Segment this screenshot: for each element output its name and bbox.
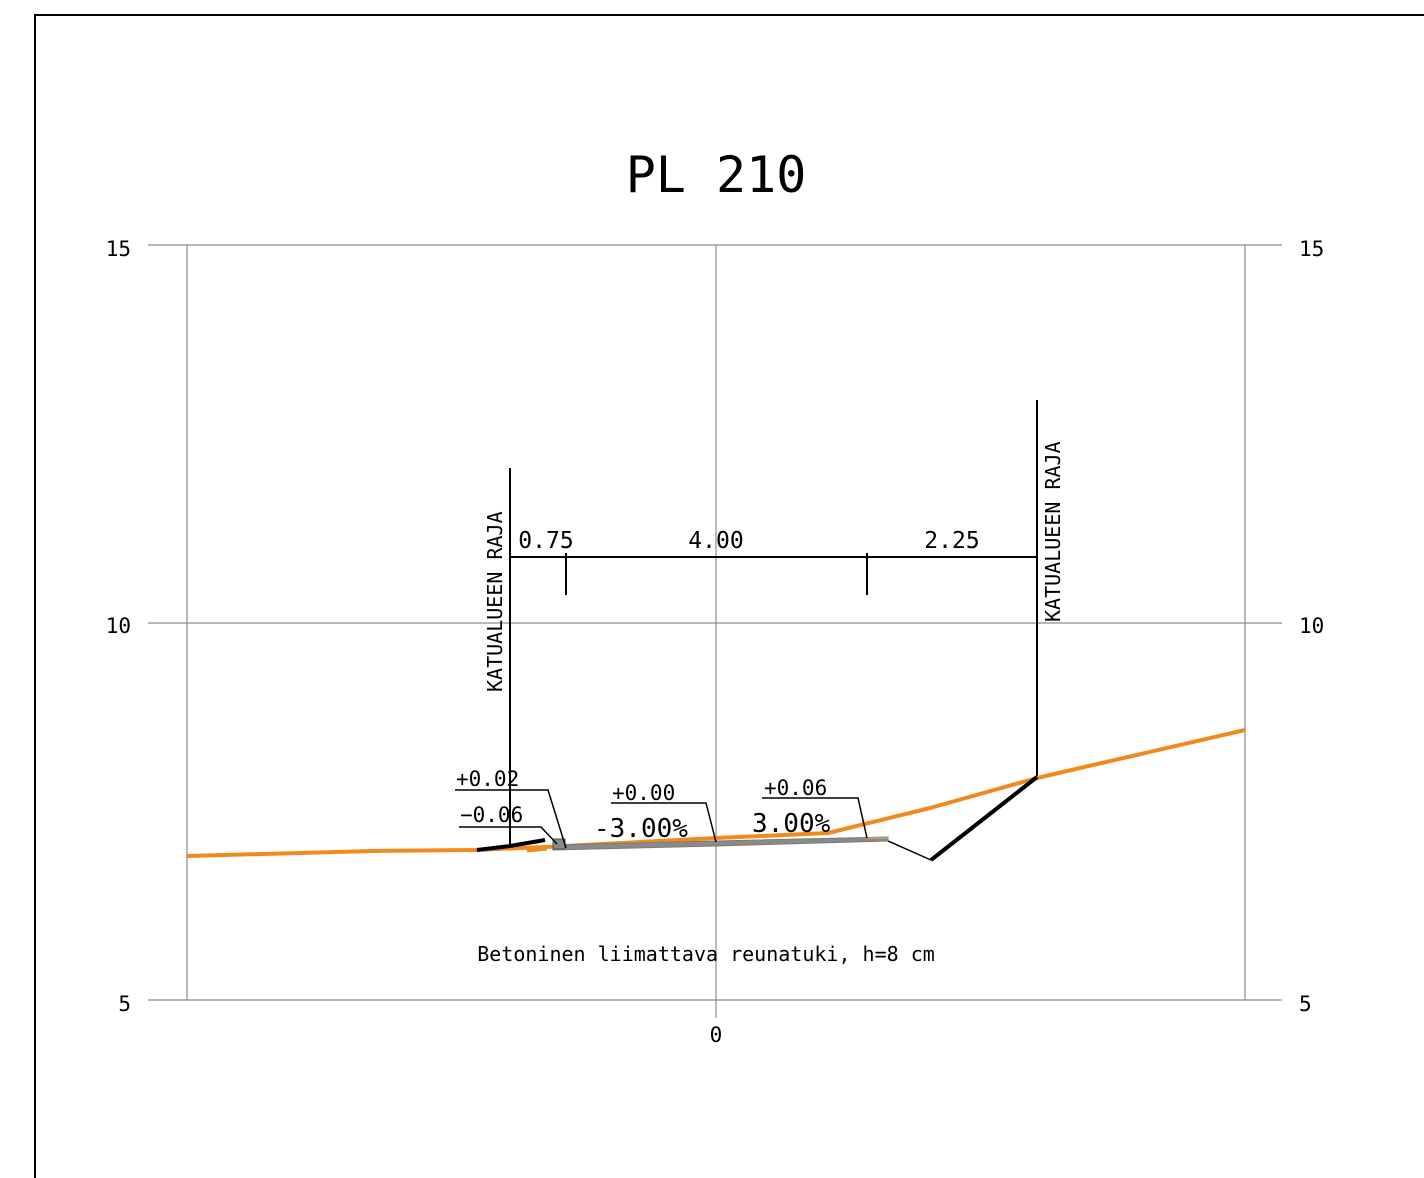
ditch-slope [929,775,1039,862]
annotation-center-slope: -3.00% [594,814,688,844]
ground-line-detail [526,847,548,853]
sheet-border [34,14,1424,1178]
annotation-left-bottom: −0.06 [460,803,523,827]
axis-left-label-15: 15 [106,237,131,261]
leader-left-top [455,789,567,849]
axis-left-label-10: 10 [106,614,131,638]
annotation-center-level: +0.00 [612,781,675,805]
leader-right [762,797,868,839]
annotation-right-slope: 3.00% [752,809,831,839]
left-slope-structure [476,838,546,852]
leader-lines [455,789,868,849]
leader-center [611,802,717,843]
annotation-right-level: +0.06 [764,776,827,800]
ditch-thin [887,840,932,861]
leader-left-bottom [459,826,558,845]
construction-note: Betoninen liimattava reunatuki, h=8 cm [477,942,935,966]
axis-left-label-5: 5 [118,992,131,1016]
axis-center-label: 0 [710,1023,723,1047]
boundary-label-right: KATUALUEEN RAJA [1041,441,1065,622]
dimension-line [510,553,1037,595]
axis-right-label-5: 5 [1299,992,1312,1016]
axis-right-label-15: 15 [1299,237,1324,261]
ground-line [186,728,1246,858]
grid [148,244,1282,1018]
dimension-label-1: 0.75 [518,528,573,554]
dimension-label-2: 4.00 [688,528,743,554]
annotation-left-top: +0.02 [456,767,519,791]
dimension-label-3: 2.25 [924,528,979,554]
drawing-title: PL 210 [626,146,807,204]
axis-right-label-10: 10 [1299,614,1324,638]
boundary-label-left: KATUALUEEN RAJA [483,511,507,692]
